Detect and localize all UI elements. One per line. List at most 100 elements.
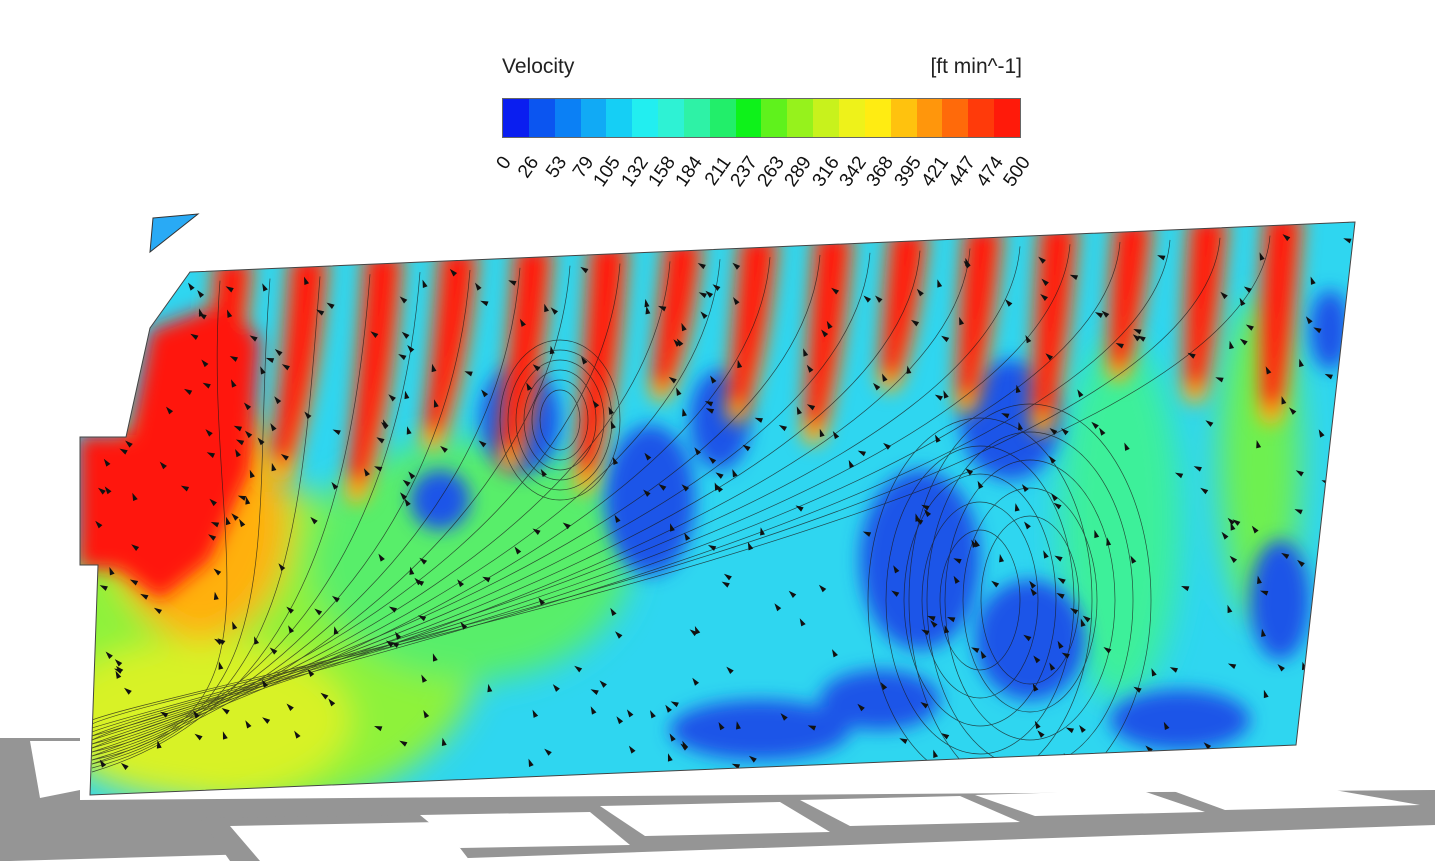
velocity-arrow <box>125 440 133 448</box>
velocity-arrow <box>271 462 277 472</box>
velocity-arrow <box>262 679 269 688</box>
velocity-arrow <box>109 567 115 576</box>
velocity-arrow <box>262 717 271 724</box>
velocity-arrow <box>104 486 112 495</box>
velocity-arrow <box>1032 683 1039 692</box>
velocity-arrow <box>331 481 339 490</box>
streamline <box>91 267 521 761</box>
legend-swatch <box>735 99 762 137</box>
velocity-arrow <box>124 687 132 695</box>
legend-swatch <box>942 99 969 137</box>
velocity-arrow <box>98 382 106 391</box>
velocity-arrow <box>774 603 782 612</box>
velocity-arrow <box>959 316 965 326</box>
velocity-arrow <box>331 595 340 603</box>
legend-swatch <box>683 99 710 137</box>
streamline <box>885 445 1075 755</box>
streamline <box>91 259 721 753</box>
velocity-arrow <box>544 748 552 756</box>
velocity-arrow <box>1294 509 1303 515</box>
velocity-arrow <box>119 448 128 455</box>
velocity-arrow <box>1305 316 1313 325</box>
velocity-arrow <box>114 659 123 667</box>
velocity-arrow <box>532 709 539 718</box>
velocity-arrow <box>1077 389 1084 398</box>
supply-jet <box>1184 222 1228 390</box>
velocity-arrow <box>235 449 241 458</box>
velocity-arrow <box>1057 577 1066 584</box>
velocity-arrow <box>1049 428 1058 435</box>
velocity-arrow <box>549 345 555 355</box>
legend-swatch <box>503 99 529 137</box>
velocity-arrow <box>971 647 980 654</box>
velocity-arrow <box>733 297 740 306</box>
velocity-arrow <box>286 606 294 614</box>
velocity-arrow <box>1281 396 1287 405</box>
streamline <box>91 246 1021 729</box>
legend-swatch <box>761 99 788 137</box>
velocity-arrow <box>1256 440 1262 449</box>
velocity-arrow <box>1030 588 1038 597</box>
velocity-arrow <box>544 303 550 313</box>
velocity-arrow <box>1324 373 1333 380</box>
supply-jet <box>499 247 553 456</box>
velocity-arrow <box>374 466 383 472</box>
recirculation-zone <box>1110 690 1250 750</box>
velocity-arrow <box>921 504 930 511</box>
velocity-arrow <box>705 290 714 298</box>
velocity-arrow <box>628 745 636 754</box>
supply-jet <box>271 256 328 465</box>
velocity-arrow <box>508 280 517 286</box>
velocity-arrow <box>893 565 900 574</box>
legend-swatch <box>658 99 684 137</box>
velocity-arrow <box>478 440 487 448</box>
velocity-arrow <box>237 495 247 501</box>
streamline <box>91 272 421 753</box>
velocity-arrow <box>270 423 277 432</box>
velocity-arrow <box>1299 358 1304 368</box>
velocity-arrow <box>1229 555 1238 564</box>
velocity-arrow <box>1257 575 1262 584</box>
velocity-arrow <box>694 447 702 456</box>
velocity-arrow <box>807 725 817 731</box>
velocity-arrow <box>610 607 617 617</box>
velocity-arrow <box>1227 604 1233 614</box>
velocity-arrow <box>915 513 921 522</box>
velocity-arrow <box>832 649 838 658</box>
velocity-arrow <box>249 335 258 342</box>
velocity-arrow <box>742 444 751 452</box>
velocity-arrow <box>1070 608 1079 615</box>
velocity-arrow <box>616 716 624 725</box>
velocity-arrow <box>406 426 412 435</box>
velocity-arrow <box>610 420 616 430</box>
velocity-arrow <box>698 292 707 299</box>
velocity-arrow <box>848 459 855 469</box>
velocity-arrow <box>115 670 122 679</box>
velocity-arrow <box>667 753 673 762</box>
velocity-arrow <box>1051 493 1058 502</box>
streamline <box>91 237 1221 721</box>
velocity-arrow <box>328 698 336 707</box>
streamline <box>91 269 471 757</box>
velocity-arrow <box>140 593 149 600</box>
velocity-arrow <box>213 591 219 601</box>
velocity-arrow <box>432 653 438 662</box>
legend-swatch <box>916 99 943 137</box>
streamline <box>539 389 581 451</box>
velocity-arrow <box>927 615 936 622</box>
streamline <box>91 242 1121 737</box>
velocity-arrow <box>916 288 924 297</box>
velocity-arrow <box>718 722 725 731</box>
velocity-arrow <box>419 557 428 565</box>
velocity-arrow <box>658 484 667 491</box>
velocity-arrow <box>1221 531 1229 540</box>
velocity-arrow <box>1205 420 1214 427</box>
velocity-arrow <box>404 498 411 507</box>
velocity-arrow <box>225 286 234 293</box>
recirculation-zone <box>1250 540 1310 660</box>
velocity-arrow <box>417 615 427 622</box>
recirculation-zone <box>1310 290 1350 370</box>
velocity-arrow <box>388 606 398 613</box>
velocity-arrow <box>400 492 408 500</box>
velocity-arrow <box>244 430 253 439</box>
